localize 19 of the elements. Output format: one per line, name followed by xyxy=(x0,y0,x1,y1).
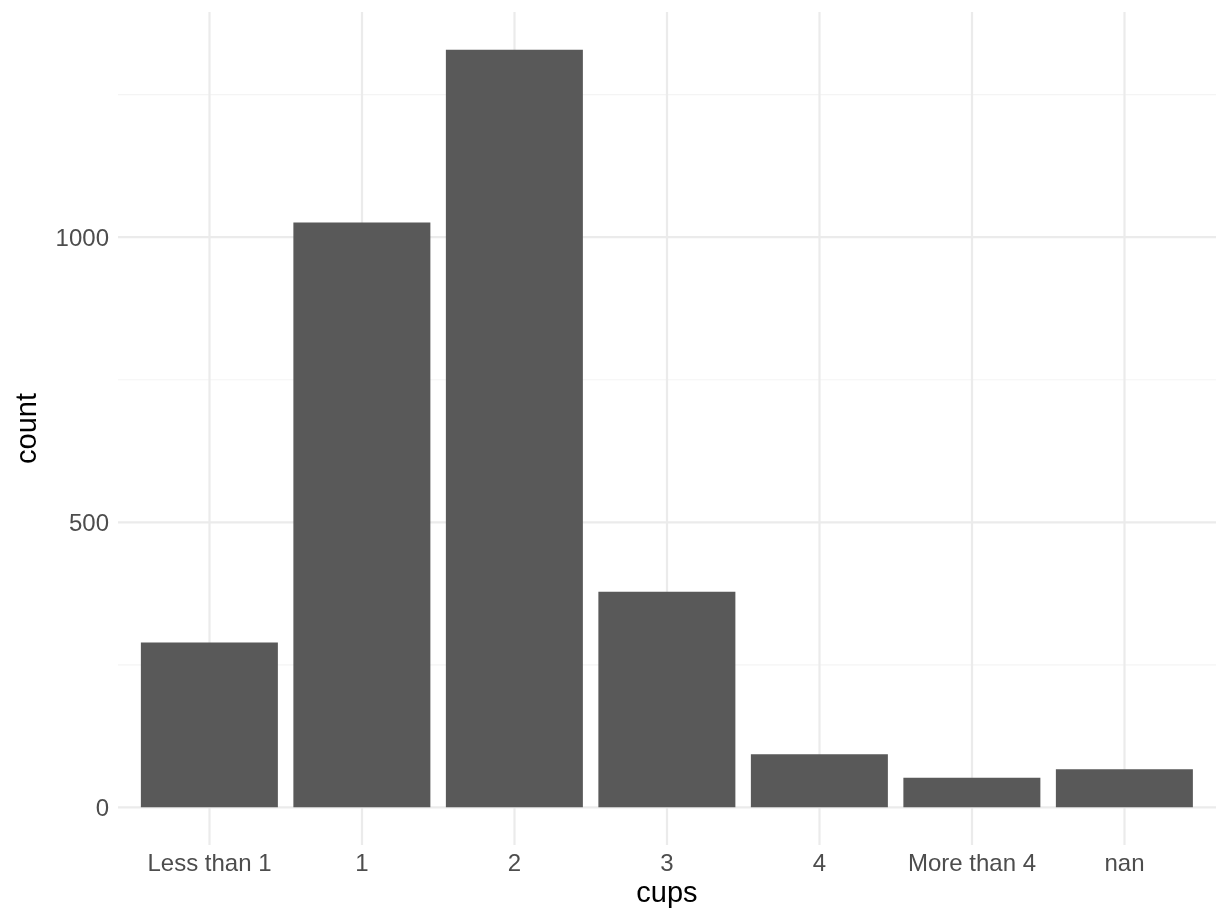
y-tick-label: 0 xyxy=(95,793,109,821)
y-tick-label: 1000 xyxy=(55,223,109,251)
x-tick-label: 2 xyxy=(507,849,522,877)
bar xyxy=(903,777,1041,808)
bar xyxy=(445,49,583,808)
x-tick-label: 1 xyxy=(355,849,369,877)
bar xyxy=(140,642,278,808)
bar xyxy=(293,222,431,808)
x-tick-label: More than 4 xyxy=(907,849,1037,877)
bar xyxy=(598,591,736,808)
x-tick-label: 4 xyxy=(812,849,827,877)
x-tick-label: 3 xyxy=(660,849,674,877)
bar xyxy=(750,754,888,808)
bar xyxy=(1055,769,1193,808)
y-axis-title: count xyxy=(10,393,42,464)
y-tick-label: 500 xyxy=(68,508,109,536)
x-tick-label: Less than 1 xyxy=(147,849,272,877)
x-tick-label: nan xyxy=(1104,849,1145,877)
x-axis-title: cups xyxy=(636,876,698,908)
